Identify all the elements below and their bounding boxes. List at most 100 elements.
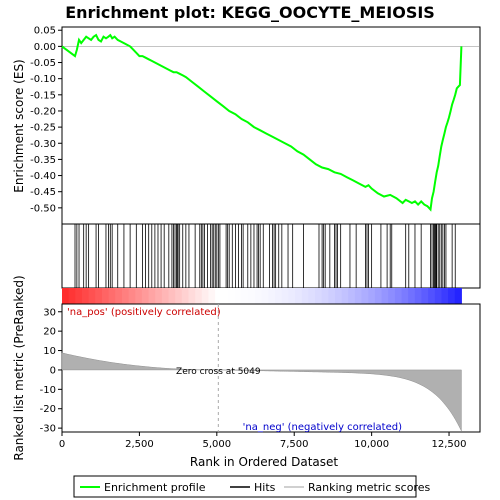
color-bar-segment [168,288,176,304]
metric-x-ticks: 0 2,500 5,000 7,500 10,000 12,500 [59,432,467,450]
color-bar-segment [381,288,389,304]
color-bar-segment [328,288,336,304]
color-bar-segment [221,288,229,304]
es-y-tick-label: 0.05 [34,26,56,37]
color-bar-segment [128,288,136,304]
color-bar-segment [195,288,203,304]
color-bar-segment [268,288,276,304]
color-bar-segment [301,288,309,304]
color-bar-segment [341,288,349,304]
color-bar-segment [175,288,183,304]
color-bar-segment [434,288,442,304]
color-bar-segment [421,288,429,304]
x-tick-label: 0 [59,439,65,450]
color-bar-segment [428,288,436,304]
color-bar-segment [401,288,409,304]
color-bar-segment [68,288,76,304]
metric-y-tick-label: 10 [43,346,56,357]
metric-y-ticks: 30 20 10 0 -10 -20 -30 [40,307,62,435]
es-y-tick-label: -0.40 [30,171,56,182]
color-bar-segment [148,288,156,304]
color-bar-segment [388,288,396,304]
color-bar-segment [108,288,116,304]
color-bar-segment [201,288,209,304]
color-bar-segment [115,288,123,304]
color-bar-segment [95,288,103,304]
color-bar-segment [181,288,189,304]
color-bar-segment [354,288,363,304]
legend-enrichment-label: Enrichment profile [104,481,206,494]
es-y-tick-label: -0.30 [30,139,56,150]
color-bar-segment [235,288,243,304]
es-y-tick-label: -0.20 [30,106,56,117]
color-bar-segment [361,288,369,304]
color-bar-segment [188,288,196,304]
color-bar-segment [141,288,150,304]
hits-panel-frame [61,223,481,289]
x-tick-label: 5,000 [202,439,231,450]
color-bar-segment [454,288,462,304]
color-bar-segment [308,288,316,304]
color-bar-segment [215,288,223,304]
color-bar-segment [135,288,143,304]
color-bar-segment [88,288,96,304]
color-bar-segment [348,288,356,304]
es-y-tick-label: -0.15 [30,90,56,101]
negative-label: 'na_neg' (negatively correlated) [243,422,402,433]
color-bar-segment [368,288,376,304]
color-bar-segment [228,288,236,304]
es-y-tick-label: 0.00 [34,42,56,53]
metric-y-axis-label: Ranked list metric (PreRanked) [12,275,26,460]
legend-hits-label: Hits [254,481,276,494]
color-bar-segment [288,288,296,304]
positive-label: 'na_pos' (positively correlated) [67,307,221,318]
color-bar-segment [294,288,303,304]
color-bar-segment [121,288,130,304]
color-bar-segment [261,288,269,304]
color-bar-segment [408,288,416,304]
hit-lines [74,224,456,288]
x-tick-label: 2,500 [125,439,154,450]
color-bar-segment [321,288,329,304]
color-bar-segment [314,288,323,304]
color-bar-segment [155,288,163,304]
metric-y-tick-label: 20 [43,327,56,338]
chart-title: Enrichment plot: KEGG_OOCYTE_MEIOSIS [65,3,435,22]
rank-color-bar [62,288,462,304]
x-tick-label: 7,500 [280,439,309,450]
color-bar-segment [208,288,216,304]
color-bar-segment [101,288,110,304]
legend-metric-label: Ranking metric scores [308,481,430,494]
legend: Enrichment profile Hits Ranking metric s… [73,475,430,498]
es-y-axis-label: Enrichment score (ES) [12,59,26,192]
color-bar-segment [241,288,249,304]
x-tick-label: 10,000 [354,439,389,450]
es-y-tick-label: -0.35 [30,155,56,166]
color-bar-segment [281,288,289,304]
es-y-tick-label: -0.45 [30,187,56,198]
metric-y-tick-label: -20 [40,404,56,415]
color-bar-segment [255,288,263,304]
ranking-metric-area [61,352,462,432]
color-bar-segment [448,288,456,304]
es-y-tick-label: -0.50 [30,203,56,214]
es-y-tick-label: -0.05 [30,58,56,69]
color-bar-segment [374,288,383,304]
es-panel: 0.05 0.00 -0.05 -0.10 -0.15 -0.20 -0.25 -0.30 -0… [12,26,481,225]
es-panel-frame [61,26,481,225]
hits-panel [61,223,481,289]
color-bar-segment [394,288,403,304]
color-bar-segment [275,288,283,304]
es-y-tick-label: -0.10 [30,74,56,85]
x-tick-label: 12,500 [432,439,467,450]
color-bar-segment [334,288,343,304]
es-y-ticks: 0.05 0.00 -0.05 -0.10 -0.15 -0.20 -0.25 -0.30 -0… [30,26,62,214]
metric-panel: 30 20 10 0 -10 -20 -30 0 2,500 5,000 7,500 10,000 1… [12,275,481,469]
color-bar-segment [81,288,90,304]
color-bar-segment [62,288,70,304]
color-bar-segment [75,288,83,304]
metric-y-tick-label: -10 [40,385,56,396]
es-y-tick-label: -0.25 [30,123,56,134]
x-axis-label: Rank in Ordered Dataset [190,455,338,469]
zero-cross-label: Zero cross at 5049 [176,367,261,377]
